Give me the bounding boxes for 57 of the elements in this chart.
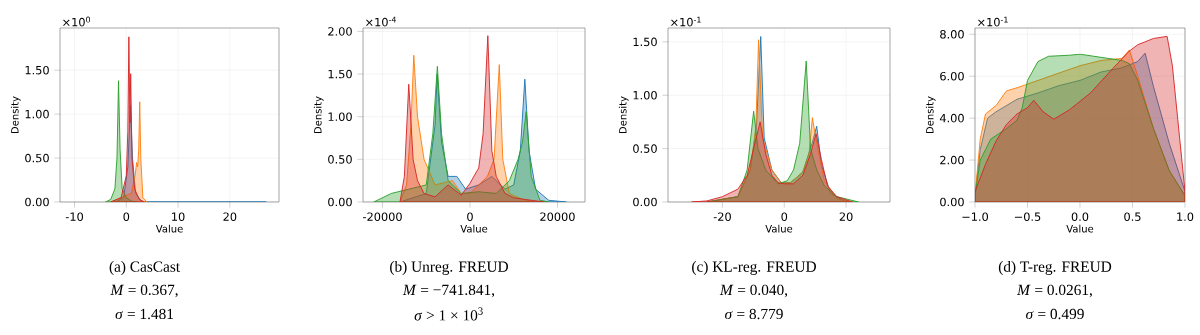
text: (c) KL-reg. FREUD [692,261,816,275]
y-tick-label: 8.00 [940,30,964,39]
text: (b) Unreg. FREUD [390,261,508,275]
text: M = −741.841, [402,284,495,298]
text: ×10$^{-4}$ [366,16,396,27]
x-tick-label: 0.0 [1071,212,1089,221]
x-tick-label: -20 [713,212,731,221]
y-tick-label: 2.00 [328,27,352,36]
y-tick-label: 4.00 [939,113,964,123]
y-tick-label: 1.50 [633,37,657,47]
x-tick-label: 20000 [540,212,575,221]
text: σ = 1.481 [115,308,174,320]
x-tick-label: -10 [65,212,84,221]
text: σ > 1 × 10$^{3}$ [414,307,483,321]
text: (a) CasCast [109,261,180,275]
y-tick-label: 6.00 [940,71,964,81]
text: ×10$^{0}$ [63,16,91,27]
y-tick-label: 1.50 [328,69,352,79]
y-tick-label: 0.50 [328,155,352,164]
x-tick-label: 20 [223,212,237,221]
x-tick-label: −0.5 [1014,212,1041,221]
x-tick-label: 10 [172,212,185,221]
y-tick-label: 0.00 [633,197,657,207]
text: M = 0.040, [719,284,788,298]
text: σ = 8.779 [725,308,783,320]
x-axis-title: Value [155,224,183,233]
y-axis-title: Density [10,96,21,134]
y-tick-label: 2.00 [940,155,964,165]
text: ×10$^{-1}$ [978,16,1008,27]
text: M = 0.0261, [1016,284,1092,298]
y-tick-label: 1.00 [25,109,49,119]
text: (d) T-reg. FREUD [998,261,1112,275]
y-tick-label: 0.00 [25,197,49,207]
x-axis-title: Value [765,224,793,233]
text: ×10$^{-1}$ [671,16,701,27]
x-tick-label: 20 [839,212,853,221]
x-tick-label: 0 [123,212,130,221]
x-axis-title: Value [460,224,488,233]
y-tick-label: 0.50 [25,153,49,163]
y-axis-title: Density [618,96,629,134]
x-tick-label: 0 [781,212,788,221]
y-tick-label: 0.00 [940,197,964,207]
x-tick-label: -20000 [362,212,402,221]
x-tick-label: 0 [467,212,473,221]
x-tick-label: 1.0 [1177,212,1194,221]
x-tick-label: 0.5 [1124,212,1141,221]
y-tick-label: 1.50 [25,65,49,75]
y-axis-title: Density [925,96,936,134]
y-tick-label: 0.50 [633,144,657,153]
x-tick-label: −1.0 [962,212,988,221]
y-tick-label: 0.00 [328,197,352,207]
y-tick-label: 1.00 [633,90,657,100]
y-axis-title: Density [313,96,324,134]
text: σ = 0.499 [1026,308,1084,320]
y-tick-label: 1.00 [328,112,352,121]
x-axis-title: Value [1066,224,1094,233]
text: M = 0.367, [110,284,178,298]
